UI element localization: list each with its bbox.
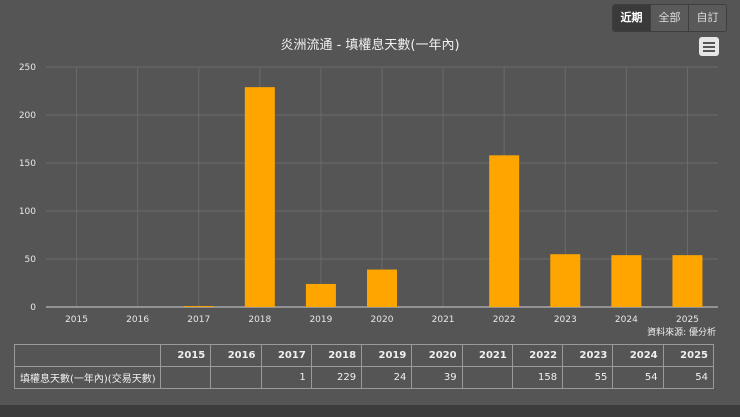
- table-corner-cell: [14, 344, 161, 367]
- table-row-label: 填權息天數(一年內)(交易天數): [14, 366, 161, 389]
- table-cell: 54: [662, 366, 715, 389]
- x-tick-label: 2017: [187, 315, 210, 325]
- bar-2017: [183, 306, 214, 307]
- x-tick-label: 2018: [248, 315, 271, 325]
- range-button-custom[interactable]: 自訂: [689, 5, 726, 31]
- range-button-all[interactable]: 全部: [651, 5, 689, 31]
- hamburger-icon[interactable]: [699, 37, 719, 56]
- bar-2025: [672, 255, 703, 307]
- table-header-cell: 2022: [511, 344, 564, 367]
- source-note: 資料來源: 優分析: [647, 328, 716, 338]
- table-header-cell: 2023: [562, 344, 614, 367]
- table-cell: 158: [511, 366, 564, 389]
- range-button-recent[interactable]: 近期: [613, 5, 651, 31]
- bottom-bar: [0, 405, 740, 417]
- y-tick-label: 200: [19, 111, 36, 121]
- table-header-row: 2015 2016 2017 2018 2019 2020 2021 2022 2023 2024…: [14, 344, 715, 367]
- table-header-cell: 2025: [662, 344, 715, 367]
- x-tick-label: 2024: [615, 315, 638, 325]
- x-tick-label: 2021: [432, 315, 455, 325]
- table-cell: 55: [562, 366, 614, 389]
- x-tick-label: 2022: [493, 315, 516, 325]
- x-tick-label: 2025: [676, 315, 699, 325]
- table-header-cell: 2019: [361, 344, 413, 367]
- y-tick-label: 150: [19, 159, 36, 169]
- table-cell: 1: [260, 366, 312, 389]
- bar-2020: [367, 269, 397, 307]
- bar-2024: [611, 255, 642, 307]
- data-table: 2015 2016 2017 2018 2019 2020 2021 2022 2023 2024…: [14, 344, 715, 389]
- table-header-cell: 2018: [310, 344, 363, 367]
- bar-2023: [550, 254, 581, 307]
- y-tick-label: 50: [25, 255, 37, 265]
- table-header-cell: 2021: [461, 344, 513, 367]
- table-cell: 24: [361, 366, 413, 389]
- table-header-cell: 2017: [260, 344, 312, 367]
- chart-title: 炎洲流通 - 填權息天數(一年內): [280, 38, 460, 53]
- table-cell: [461, 366, 513, 389]
- table-cell: 54: [612, 366, 664, 389]
- table-row: 填權息天數(一年內)(交易天數) 1 229 24 39 158 55 54 54: [14, 366, 715, 389]
- y-tick-label: 0: [30, 303, 36, 313]
- bar-chart: 0 50 100 150 200 250 2015 2016 2017 2018 2019 2020 2…: [19, 63, 718, 325]
- x-tick-label: 2023: [554, 315, 577, 325]
- x-tick-label: 2016: [126, 315, 149, 325]
- bar-2022: [489, 155, 520, 307]
- range-selector: 近期 全部 自訂: [612, 4, 727, 32]
- table-header-cell: 2024: [612, 344, 664, 367]
- y-tick-label: 100: [19, 207, 36, 217]
- x-tick-label: 2015: [65, 315, 88, 325]
- bar-2019: [305, 283, 336, 307]
- table-cell: [159, 366, 212, 389]
- x-tick-label: 2019: [309, 315, 332, 325]
- table-cell: 229: [310, 366, 363, 389]
- bar-2018: [244, 87, 275, 307]
- table-header-cell: 2015: [159, 344, 212, 367]
- table-cell: [210, 366, 262, 389]
- y-tick-label: 250: [19, 63, 36, 73]
- table-header-cell: 2020: [411, 344, 463, 367]
- table-header-cell: 2016: [210, 344, 262, 367]
- x-tick-label: 2020: [371, 315, 394, 325]
- table-cell: 39: [411, 366, 463, 389]
